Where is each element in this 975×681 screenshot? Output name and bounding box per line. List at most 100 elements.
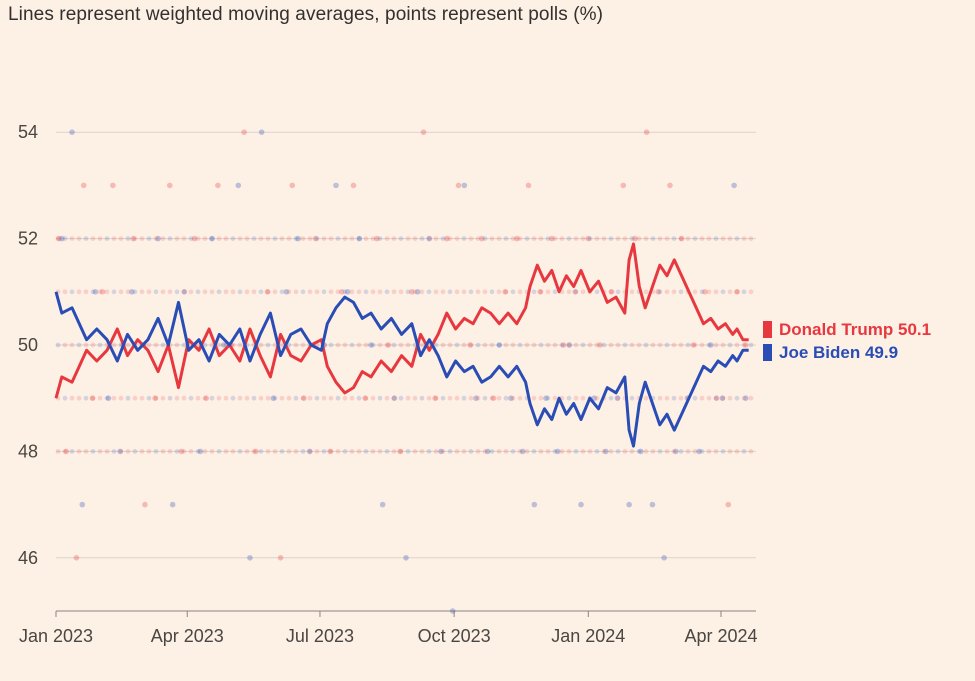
poll-point xyxy=(545,289,551,295)
poll-point xyxy=(293,236,299,242)
poll-point xyxy=(335,289,341,295)
poll-point xyxy=(510,289,516,295)
poll-point xyxy=(110,182,116,189)
poll-point xyxy=(258,289,264,295)
poll-point xyxy=(195,449,201,454)
poll-point xyxy=(363,449,369,454)
poll-point xyxy=(405,236,411,242)
poll-point xyxy=(706,395,712,401)
poll-point xyxy=(125,449,131,454)
poll-point xyxy=(265,395,271,401)
poll-point xyxy=(727,289,733,295)
poll-point xyxy=(223,289,229,295)
poll-point xyxy=(482,342,488,348)
poll-point xyxy=(685,236,691,242)
poll-point xyxy=(475,342,481,348)
poll-point xyxy=(350,182,357,189)
poll-point xyxy=(90,236,96,242)
poll-point xyxy=(461,182,468,189)
poll-point xyxy=(444,235,450,242)
poll-point xyxy=(118,289,124,295)
poll-point xyxy=(62,395,68,401)
poll-point xyxy=(454,395,460,401)
poll-point xyxy=(426,235,433,242)
poll-point xyxy=(370,342,376,348)
poll-point xyxy=(614,395,621,402)
poll-point xyxy=(405,395,411,401)
poll-point xyxy=(63,448,70,455)
poll-point xyxy=(314,236,320,242)
poll-point xyxy=(252,448,259,455)
poll-point xyxy=(454,236,460,242)
poll-point xyxy=(397,448,403,455)
poll-point xyxy=(202,289,208,295)
poll-point xyxy=(587,342,593,348)
poll-point xyxy=(169,501,176,508)
poll-point xyxy=(414,289,421,295)
poll-point xyxy=(76,449,82,454)
poll-point xyxy=(741,342,747,348)
poll-point xyxy=(167,236,173,242)
poll-point xyxy=(166,182,173,189)
poll-point xyxy=(286,236,292,242)
poll-point xyxy=(490,395,497,402)
poll-point xyxy=(475,236,481,242)
poll-point xyxy=(517,342,523,348)
poll-point xyxy=(191,235,198,242)
poll-point xyxy=(251,449,257,454)
poll-point xyxy=(496,342,502,348)
poll-point xyxy=(356,289,362,295)
poll-point xyxy=(449,608,456,614)
poll-point xyxy=(237,395,243,401)
poll-point xyxy=(244,236,250,242)
poll-point xyxy=(279,289,285,295)
poll-point xyxy=(538,342,544,348)
poll-point xyxy=(295,235,301,242)
poll-point xyxy=(580,342,586,348)
poll-point xyxy=(181,342,187,348)
poll-point xyxy=(244,395,250,401)
poll-point xyxy=(105,395,112,402)
poll-point xyxy=(97,289,103,295)
poll-point xyxy=(265,289,271,295)
poll-point xyxy=(580,236,586,242)
trump-end-label: Donald Trump 50.1 xyxy=(779,320,931,339)
poll-point xyxy=(720,289,726,295)
poll-point xyxy=(342,342,348,348)
poll-point xyxy=(643,449,649,454)
poll-point xyxy=(167,289,173,295)
poll-point xyxy=(594,395,600,401)
poll-point xyxy=(601,449,607,454)
poll-point xyxy=(344,289,351,295)
poll-point xyxy=(335,342,341,348)
poll-point xyxy=(62,449,68,454)
poll-point xyxy=(573,395,579,401)
poll-point xyxy=(538,395,544,401)
poll-point xyxy=(307,236,313,242)
poll-point xyxy=(629,395,635,401)
poll-point xyxy=(223,449,229,454)
poll-point xyxy=(356,449,362,454)
poll-point xyxy=(349,289,355,295)
poll-point xyxy=(468,236,474,242)
poll-point xyxy=(573,449,579,454)
poll-point xyxy=(531,449,537,454)
poll-point xyxy=(468,289,474,295)
x-tick-label: Apr 2023 xyxy=(151,626,224,646)
poll-point xyxy=(377,449,383,454)
poll-point xyxy=(496,236,502,242)
poll-point xyxy=(538,449,544,454)
poll-point xyxy=(692,342,698,348)
poll-point xyxy=(153,342,159,348)
poll-point xyxy=(97,395,103,401)
poll-point xyxy=(174,289,180,295)
poll-point xyxy=(76,236,82,242)
poll-point xyxy=(643,289,649,295)
poll-point xyxy=(377,395,383,401)
poll-point xyxy=(489,449,495,454)
poll-point xyxy=(636,236,642,242)
poll-point xyxy=(90,395,96,401)
poll-point xyxy=(391,395,398,402)
poll-point xyxy=(146,395,152,401)
poll-point xyxy=(685,449,691,454)
